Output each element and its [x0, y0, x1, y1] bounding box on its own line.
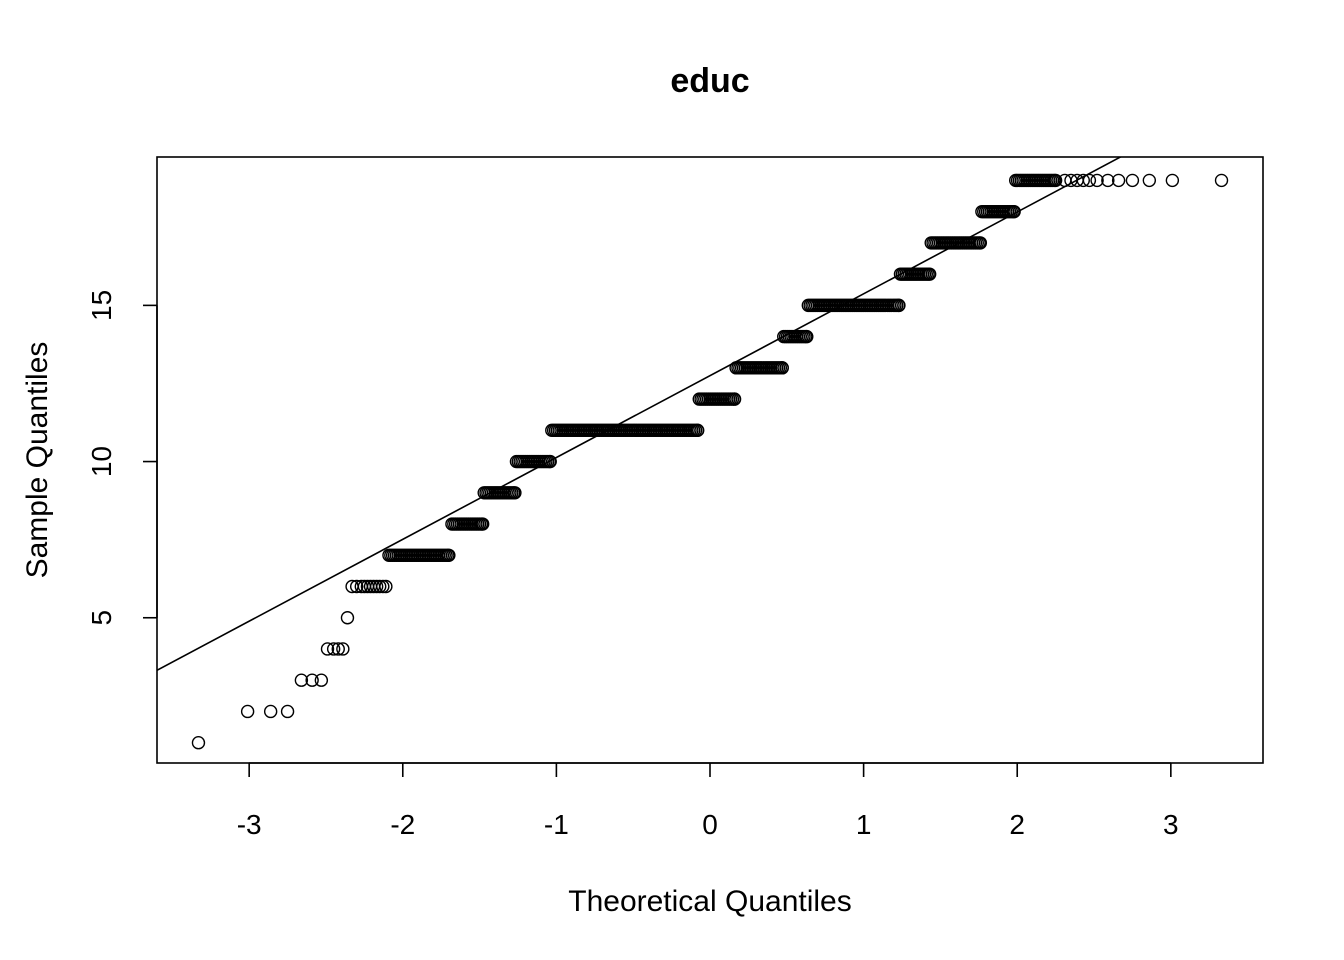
data-point — [973, 236, 988, 250]
reference-line — [157, 157, 1123, 671]
data-point — [800, 329, 814, 344]
y-tick-label: 5 — [86, 610, 117, 626]
x-tick-label: -1 — [544, 809, 569, 840]
data-point — [191, 736, 206, 750]
data-point — [508, 486, 522, 500]
x-axis-label: Theoretical Quantiles — [568, 885, 851, 918]
points-layer — [191, 173, 1229, 750]
x-tick-label: -2 — [390, 809, 415, 840]
data-point — [892, 298, 906, 313]
data-point — [1165, 173, 1180, 188]
y-axis-label: Sample Quantiles — [21, 342, 54, 579]
data-point — [727, 392, 742, 406]
x-tick-label: 3 — [1163, 809, 1179, 840]
data-point — [1090, 173, 1104, 188]
x-tick-label: 1 — [856, 809, 872, 840]
data-point — [349, 579, 364, 594]
x-tick-label: 0 — [702, 809, 718, 840]
data-point — [305, 673, 319, 687]
data-point — [1101, 173, 1115, 188]
data-point — [775, 361, 789, 375]
chart-title: educ — [670, 62, 749, 100]
data-point — [294, 673, 309, 687]
data-point — [263, 704, 278, 719]
data-point — [1007, 204, 1021, 219]
x-tick-label: -3 — [237, 809, 262, 840]
data-point — [543, 454, 557, 469]
y-tick-label: 10 — [86, 446, 117, 477]
data-point — [1111, 173, 1126, 188]
data-point — [379, 579, 393, 594]
data-point — [691, 423, 705, 438]
data-point — [1125, 173, 1140, 188]
reference-line-layer — [157, 157, 1123, 671]
data-point — [922, 267, 937, 281]
data-point — [1142, 173, 1157, 188]
data-point — [336, 642, 350, 656]
data-point — [1082, 173, 1097, 188]
data-point — [1048, 173, 1063, 188]
data-point — [376, 579, 390, 594]
x-axis: -3 -2 -1 0 1 2 3 — [237, 762, 1179, 840]
data-point — [280, 704, 295, 719]
y-tick-label: 15 — [86, 290, 117, 321]
data-point — [314, 673, 329, 687]
x-tick-label: 2 — [1009, 809, 1025, 840]
data-point — [373, 579, 387, 594]
y-axis: 5 10 15 — [86, 290, 158, 626]
data-point — [320, 642, 335, 656]
data-point — [326, 642, 341, 656]
data-point — [340, 611, 355, 625]
data-point — [442, 548, 456, 562]
data-point — [475, 517, 490, 531]
data-point — [369, 579, 384, 594]
data-point — [1214, 173, 1229, 188]
data-point — [240, 704, 255, 719]
data-point — [331, 642, 345, 656]
